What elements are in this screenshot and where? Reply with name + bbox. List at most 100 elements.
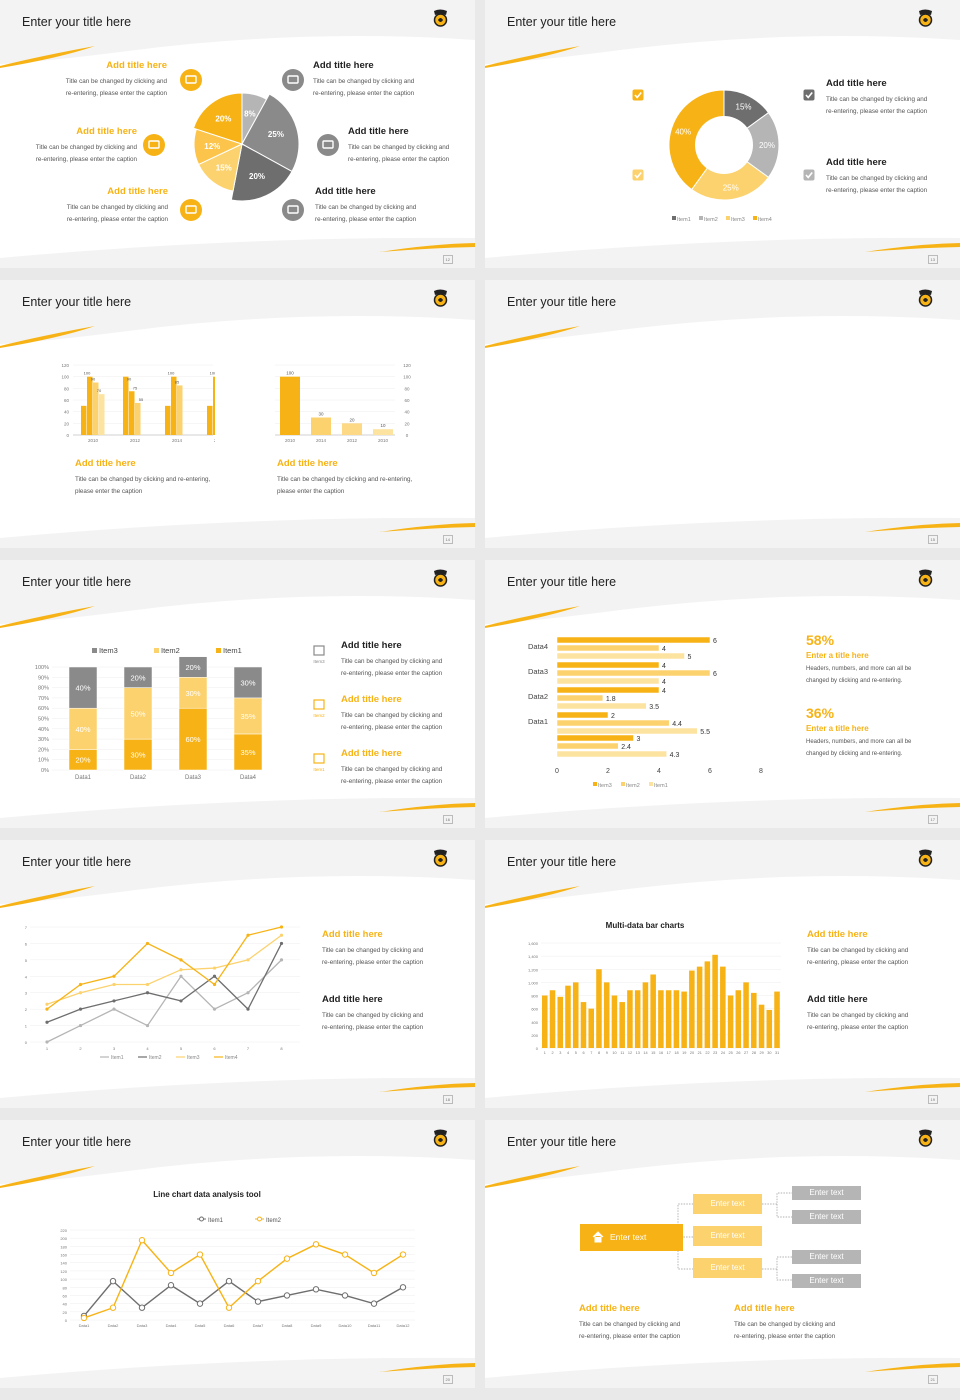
block-caption-line: Title can be changed by clicking and bbox=[807, 947, 909, 954]
bar-value-label: 4.4 bbox=[672, 721, 682, 728]
top-accent bbox=[0, 46, 95, 68]
block-caption-line: please enter the caption bbox=[277, 488, 345, 495]
bottom-wave bbox=[485, 237, 960, 268]
x-tick-label: 6 bbox=[708, 768, 712, 775]
y-tick-label: 5 bbox=[25, 958, 28, 963]
bar bbox=[556, 669, 711, 677]
x-tick-label: Data1 bbox=[75, 775, 92, 781]
connector-line bbox=[677, 1237, 693, 1270]
y-tick-label: 80 bbox=[64, 386, 70, 391]
slide-6[interactable]: Enter your title here 17 58% Enter a title … bbox=[485, 560, 960, 828]
bar bbox=[556, 719, 670, 727]
slide-title: Enter your title here bbox=[507, 575, 617, 589]
bottom-accent bbox=[865, 523, 960, 532]
page-number: 16 bbox=[442, 815, 453, 824]
flow-leaf-box[interactable]: Enter text bbox=[792, 1186, 861, 1200]
line-analysis-chart: Line chart data analysis tool Item1 Item2 0… bbox=[60, 1190, 415, 1328]
bar bbox=[735, 990, 742, 1048]
slide-1[interactable]: Enter your title here 12 Add title here Tit… bbox=[0, 0, 475, 268]
flow-mid-box[interactable]: Enter text bbox=[693, 1258, 762, 1278]
y-tick-label: Data2 bbox=[528, 692, 548, 701]
stat-caption-line: Headers, numbers, and more can all be bbox=[806, 739, 912, 745]
slide-7[interactable]: Enter your title here 18 Add title here Tit… bbox=[0, 840, 475, 1108]
y-tick-label: 120 bbox=[403, 363, 411, 368]
bottom-accent bbox=[865, 243, 960, 252]
bar bbox=[556, 742, 619, 750]
logo-icon bbox=[918, 569, 933, 587]
legend-label: Item2 bbox=[161, 646, 180, 655]
segment-label: 40% bbox=[75, 684, 90, 693]
bar bbox=[542, 995, 548, 1048]
slide-4[interactable]: Enter your title here15Add title hereTit… bbox=[485, 280, 960, 548]
x-tick-label: 27 bbox=[744, 1051, 748, 1055]
bar bbox=[627, 990, 633, 1048]
data-point bbox=[212, 966, 217, 970]
pie-slice bbox=[192, 92, 243, 145]
flow-mid-box[interactable]: Enter text bbox=[693, 1226, 762, 1246]
slide-9[interactable]: Enter your title here 20 Line chart data a… bbox=[0, 1120, 475, 1388]
line-legend: Item1 Item2 Item3 Item4 bbox=[100, 1055, 238, 1061]
x-tick-label: 5 bbox=[575, 1051, 577, 1055]
legend-swatch bbox=[216, 648, 221, 653]
text-block: Add title here Title can be changed by cl… bbox=[75, 458, 245, 498]
bottom-accent bbox=[865, 803, 960, 812]
x-tick-label: 8 bbox=[280, 1046, 283, 1051]
y-tick-label: 1,600 bbox=[528, 941, 539, 946]
top-wave bbox=[485, 0, 960, 64]
segment-label: 35% bbox=[240, 712, 255, 721]
text-block: Add title here Title can be changed by cl… bbox=[734, 1303, 904, 1343]
flow-leaf-box[interactable]: Enter text bbox=[792, 1210, 861, 1224]
block-heading: Add title here bbox=[734, 1303, 795, 1314]
top-accent bbox=[485, 1166, 580, 1188]
flow-mid-box[interactable]: Enter text bbox=[693, 1194, 762, 1214]
y-tick-label: 60 bbox=[64, 398, 70, 403]
data-point bbox=[167, 1269, 175, 1277]
bar bbox=[556, 644, 660, 652]
x-tick-label: Data8 bbox=[282, 1323, 293, 1328]
x-tick-label: 7 bbox=[590, 1051, 592, 1055]
slide-3[interactable]: Enter your title here 14 Add title here Tit… bbox=[0, 280, 475, 548]
bar bbox=[93, 382, 99, 435]
y-tick-label: 200 bbox=[531, 1033, 538, 1038]
bar bbox=[177, 385, 183, 435]
bar bbox=[743, 982, 749, 1048]
bar bbox=[712, 954, 718, 1048]
slide-5[interactable]: Enter your title here 16 Add title here Tit… bbox=[0, 560, 475, 828]
pie-slice-label: 20% bbox=[249, 172, 265, 181]
bar bbox=[81, 405, 87, 435]
bottom-accent bbox=[380, 523, 475, 532]
block-heading: Add title here bbox=[322, 994, 383, 1005]
slide-10[interactable]: Enter your title here 21 Add title here Tit… bbox=[485, 1120, 960, 1388]
bar bbox=[673, 990, 680, 1048]
series-line bbox=[46, 934, 282, 1005]
block-caption-line: re-entering, please enter the caption bbox=[348, 156, 450, 163]
y-tick-label: 1 bbox=[25, 1024, 28, 1029]
x-tick-label: 29 bbox=[760, 1051, 764, 1055]
legend-swatch bbox=[649, 782, 653, 786]
flow-root-button[interactable]: Enter text bbox=[580, 1224, 683, 1251]
x-tick-label: 2 bbox=[606, 768, 610, 775]
block-caption-line: Title can be changed by clicking and bbox=[826, 175, 928, 182]
slide-2[interactable]: Enter your title here 13 Add title here Tit… bbox=[485, 0, 960, 268]
bar bbox=[213, 376, 215, 435]
bar bbox=[556, 694, 604, 702]
flow-leaf-box[interactable]: Enter text bbox=[792, 1274, 861, 1288]
slide-title: Enter your title here bbox=[507, 15, 617, 29]
y-tick-label: 80% bbox=[38, 686, 49, 692]
stacked-bar-segment bbox=[68, 707, 98, 750]
stat-caption-line: changed by clicking and re-entering. bbox=[806, 751, 903, 757]
donut-slice-label: 40% bbox=[675, 128, 691, 137]
x-tick-label: 18 bbox=[674, 1051, 678, 1055]
flow-leaf-box[interactable]: Enter text bbox=[792, 1250, 861, 1264]
data-point bbox=[283, 1255, 291, 1262]
series-line bbox=[46, 926, 282, 1010]
x-tick-label: 9 bbox=[606, 1051, 608, 1055]
horizontal-bar-chart: 0 2 4 6 8 Data4 6 4 5 Data3 4 6 4 Data2 4 1.8 3.5 Data1 2 4… bbox=[528, 636, 763, 775]
segment-label: 30% bbox=[130, 751, 145, 760]
legend-swatch bbox=[726, 216, 730, 220]
block-heading: Add title here bbox=[341, 694, 402, 705]
legend-swatch bbox=[593, 782, 597, 786]
slide-8[interactable]: Enter your title here 19 Add title here Tit… bbox=[485, 840, 960, 1108]
logo-icon bbox=[433, 569, 448, 587]
slide-decoration bbox=[0, 560, 475, 828]
